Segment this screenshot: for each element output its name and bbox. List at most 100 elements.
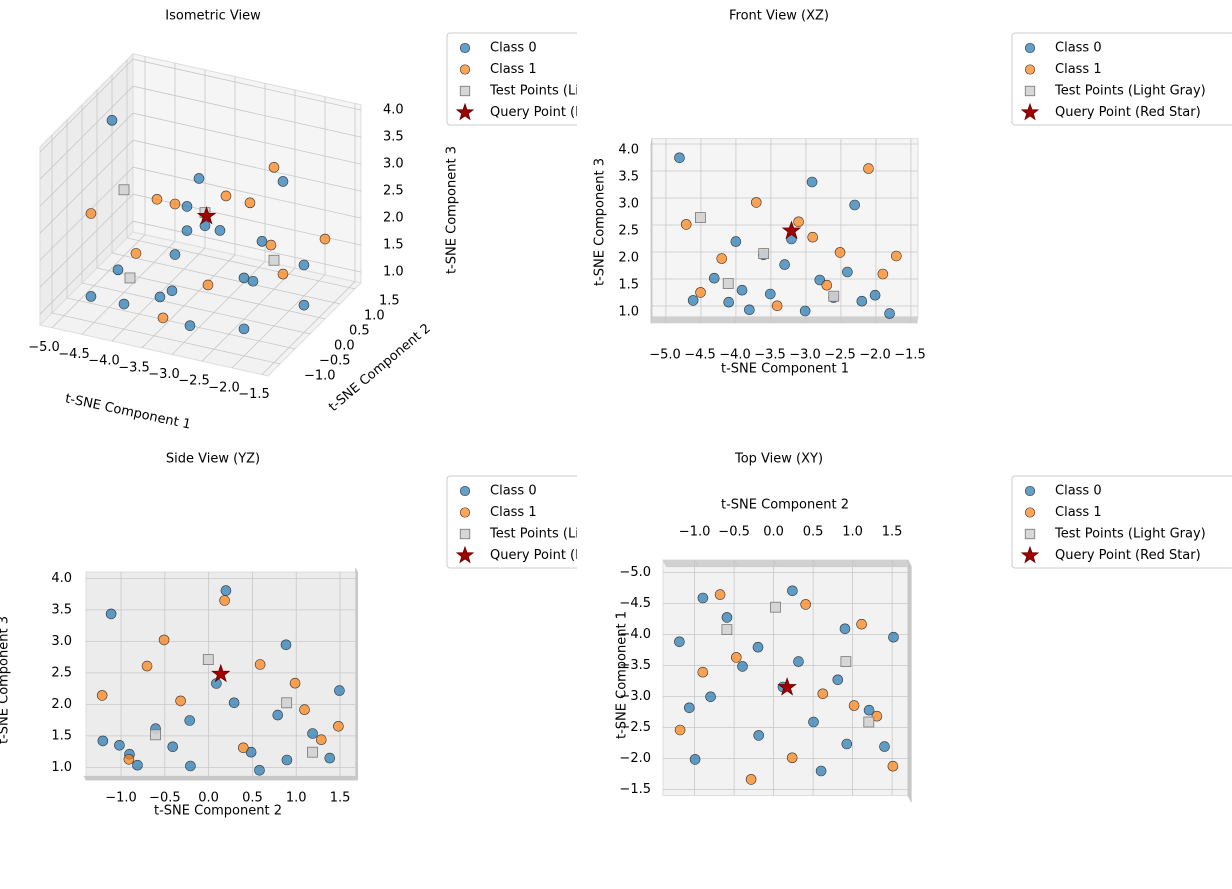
y-tick-label: 1.0 bbox=[286, 791, 307, 806]
x-tick-label: −5.0 bbox=[649, 348, 681, 363]
grid-line bbox=[132, 139, 362, 192]
point bbox=[856, 295, 868, 307]
grid-line bbox=[51, 234, 146, 328]
legend-marker bbox=[1020, 102, 1040, 121]
z-tick-label: 1.5 bbox=[51, 728, 72, 743]
legend-marker bbox=[459, 64, 471, 75]
point bbox=[697, 592, 709, 604]
point bbox=[268, 254, 280, 266]
point bbox=[891, 250, 902, 262]
z-tick-label: 1.0 bbox=[383, 265, 404, 280]
x-tick-label: −3.0 bbox=[789, 348, 821, 363]
x-tick-label: −1.5 bbox=[238, 387, 270, 402]
z-tick-label: 3.5 bbox=[618, 170, 639, 185]
y-tick-label: −0.5 bbox=[319, 353, 351, 368]
subplot-title: Side View (YZ) bbox=[166, 452, 260, 467]
point bbox=[184, 320, 196, 331]
grid-line bbox=[650, 197, 653, 205]
x-tick-label: −4.0 bbox=[88, 354, 120, 369]
legend-marker bbox=[1024, 485, 1036, 497]
y-axis-label: t-SNE Component 2 bbox=[154, 804, 282, 819]
point bbox=[238, 742, 249, 754]
point bbox=[123, 753, 135, 765]
z-tick-label: 3.5 bbox=[383, 130, 404, 145]
point bbox=[842, 266, 853, 278]
point bbox=[705, 691, 716, 703]
point bbox=[307, 746, 318, 758]
point bbox=[265, 239, 277, 251]
legend-marker bbox=[455, 545, 475, 564]
grid-line bbox=[141, 254, 236, 349]
point bbox=[721, 612, 733, 623]
point bbox=[869, 289, 881, 301]
point bbox=[298, 299, 310, 311]
point bbox=[877, 268, 889, 280]
x-tick-label: −3.0 bbox=[619, 689, 651, 704]
point bbox=[736, 284, 748, 296]
x-tick-label: −4.5 bbox=[58, 347, 90, 362]
point bbox=[723, 296, 734, 308]
legend-label: Class 1 bbox=[490, 62, 537, 77]
legend-label: Class 1 bbox=[1055, 505, 1102, 520]
point bbox=[793, 216, 804, 228]
subplot: Isometric View −5.0−4.5−4.0−3.5−3.0−2.5−2… bbox=[28, 9, 459, 433]
point bbox=[680, 219, 692, 230]
point bbox=[849, 199, 860, 211]
z-tick-label: 1.0 bbox=[51, 760, 72, 775]
point bbox=[181, 201, 193, 212]
point bbox=[166, 285, 178, 297]
point bbox=[758, 248, 770, 260]
z-axis-label: t-SNE Component 3 bbox=[593, 158, 608, 286]
point bbox=[220, 585, 232, 596]
y-axis-label: t-SNE Component 2 bbox=[721, 498, 849, 513]
point bbox=[118, 298, 130, 310]
point bbox=[730, 236, 742, 247]
legend-box bbox=[446, 32, 577, 126]
legend-label: Query Point (Red Star) bbox=[1055, 548, 1201, 563]
point bbox=[169, 198, 181, 210]
point bbox=[254, 659, 266, 670]
legend-marker bbox=[1024, 528, 1036, 540]
grid-line bbox=[39, 220, 134, 315]
point bbox=[185, 760, 196, 772]
point bbox=[85, 291, 97, 302]
point bbox=[141, 660, 153, 672]
grid-line bbox=[355, 605, 358, 611]
y-tick-label: −1.0 bbox=[304, 368, 336, 383]
point bbox=[184, 715, 196, 726]
z-tick-label: 3.0 bbox=[383, 157, 404, 172]
point bbox=[753, 730, 765, 741]
point bbox=[238, 272, 250, 284]
point bbox=[158, 634, 170, 646]
point bbox=[708, 272, 720, 284]
point bbox=[272, 709, 284, 721]
point bbox=[193, 173, 205, 184]
point bbox=[324, 752, 336, 764]
point bbox=[695, 212, 706, 224]
legend-label: Class 1 bbox=[1055, 62, 1102, 77]
grid-line bbox=[51, 312, 281, 365]
grid-line bbox=[171, 261, 266, 355]
y-tick-label: 1.0 bbox=[842, 525, 863, 540]
legend-marker bbox=[1024, 42, 1036, 54]
point bbox=[839, 623, 851, 635]
legend-marker bbox=[459, 528, 471, 540]
point bbox=[228, 697, 240, 709]
legend-label: Class 0 bbox=[490, 484, 537, 499]
point bbox=[687, 295, 699, 306]
z-tick-label: 1.5 bbox=[383, 238, 404, 253]
y-tick-label: 0.5 bbox=[242, 791, 263, 806]
x-tick-label: −2.0 bbox=[208, 380, 240, 395]
point bbox=[828, 290, 840, 302]
point bbox=[132, 759, 143, 771]
grid-line bbox=[650, 143, 653, 151]
grid-line bbox=[132, 166, 362, 219]
point bbox=[277, 176, 289, 187]
grid-line bbox=[39, 139, 134, 234]
grid-line bbox=[39, 58, 134, 153]
grid-line bbox=[201, 267, 296, 362]
y-tick-label: 1.5 bbox=[882, 525, 903, 540]
legend-label: Test Points (Light Gray) bbox=[489, 84, 641, 99]
y-tick-label: 0.5 bbox=[803, 525, 824, 540]
